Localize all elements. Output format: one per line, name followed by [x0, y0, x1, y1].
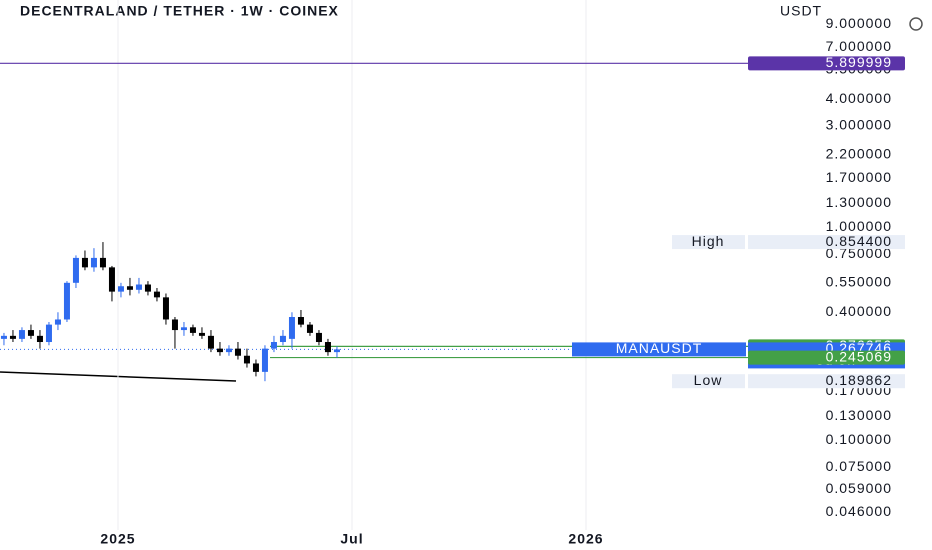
y-tick-label: 1.300000	[826, 194, 892, 210]
candle-body	[45, 324, 52, 343]
stat-value: 0.854400	[826, 233, 892, 249]
candle-body	[315, 332, 322, 343]
y-tick-label: 0.130000	[826, 407, 892, 423]
y-unit: USDT	[780, 3, 822, 19]
candle-body	[288, 317, 295, 339]
candle-body	[90, 257, 97, 268]
settings-icon[interactable]	[909, 17, 923, 31]
candle-body	[126, 286, 133, 290]
x-tick-label: Jul	[340, 531, 363, 547]
y-tick-label: 0.100000	[826, 431, 892, 447]
y-tick-label: 0.075000	[826, 458, 892, 474]
candle-body	[207, 335, 214, 349]
candle-body	[216, 348, 223, 353]
candle-body	[117, 286, 124, 292]
y-tick-label: 1.000000	[826, 218, 892, 234]
y-tick-label: 0.550000	[826, 274, 892, 290]
candle-body	[18, 330, 25, 339]
y-tick-label: 9.000000	[826, 15, 892, 31]
candle-body	[243, 355, 250, 364]
y-tick-label: 7.000000	[826, 38, 892, 54]
candle-body	[27, 330, 34, 336]
stat-name: Low	[694, 372, 723, 388]
stat-value-box	[748, 235, 905, 250]
y-tick-label: 0.400000	[826, 303, 892, 319]
candle-body	[261, 348, 268, 372]
candle-body	[306, 324, 313, 333]
candle-body	[171, 319, 178, 331]
candle-body	[144, 284, 151, 292]
candle-body	[252, 363, 259, 372]
range-label-box	[748, 350, 905, 365]
candle-body	[198, 332, 205, 336]
candle-body	[9, 335, 16, 339]
candle-body	[162, 297, 169, 320]
stat-name: High	[692, 233, 725, 249]
candle-body	[54, 319, 61, 325]
price-line-label-box	[748, 56, 905, 71]
symbol-box	[572, 342, 746, 357]
y-tick-label: 2.200000	[826, 145, 892, 161]
y-tick-label: 1.700000	[826, 169, 892, 185]
y-tick-label: 4.000000	[826, 90, 892, 106]
candle-body	[279, 335, 286, 343]
candle-body	[234, 348, 241, 356]
price-line-label: 5.899999	[826, 54, 892, 70]
candle-body	[0, 335, 7, 339]
stat-name-box	[672, 235, 745, 250]
y-tick-label: 0.059000	[826, 480, 892, 496]
candle-body	[297, 317, 304, 325]
candle-body	[225, 348, 232, 353]
candle-body	[63, 282, 70, 320]
stat-value-box	[748, 374, 905, 389]
candle-body	[99, 257, 106, 268]
y-tick-label: 3.000000	[826, 117, 892, 133]
candle-body	[180, 327, 187, 331]
stat-value: 0.189862	[826, 372, 892, 388]
candle-body	[333, 349, 340, 353]
x-tick-label: 2026	[568, 531, 603, 547]
candle-body	[135, 284, 142, 290]
candle-body	[81, 257, 88, 268]
candle-body	[72, 257, 79, 283]
candle-body	[270, 342, 277, 349]
chart-title: DECENTRALAND / TETHER · 1W · COINEX	[20, 3, 339, 19]
candle-body	[36, 335, 43, 343]
candle-body	[324, 342, 331, 353]
y-tick-label: 0.046000	[826, 503, 892, 519]
symbol-label: MANAUSDT	[616, 340, 703, 356]
candle-body	[153, 291, 160, 298]
candle-body	[108, 267, 115, 292]
range-label: 0.245069	[826, 348, 892, 364]
settings-ring[interactable]	[909, 17, 923, 31]
x-tick-label: 2025	[100, 531, 135, 547]
stat-name-box	[672, 374, 745, 389]
candle-body	[189, 327, 196, 333]
